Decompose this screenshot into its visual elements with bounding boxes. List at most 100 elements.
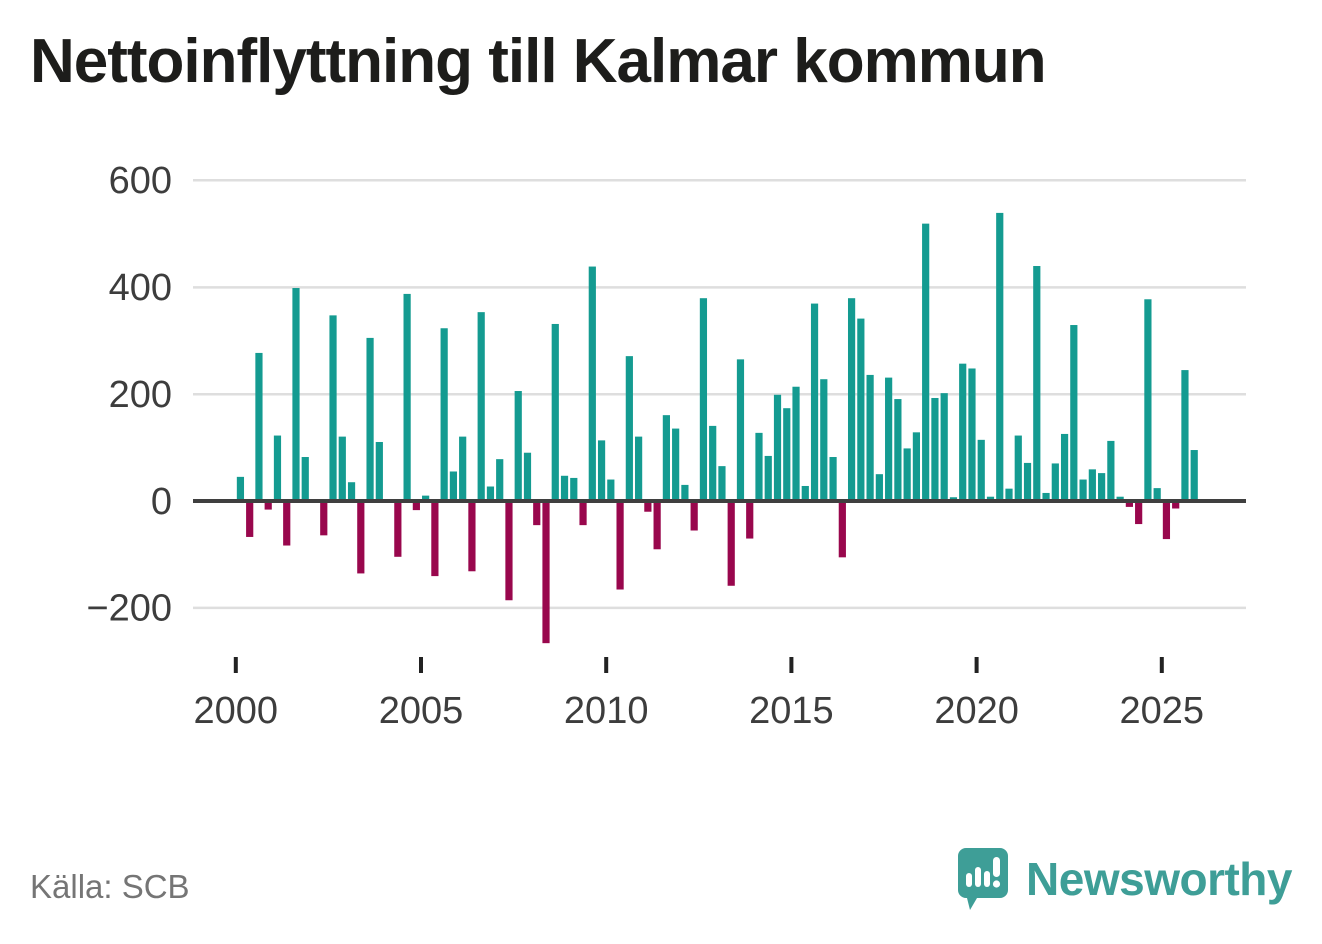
bar — [922, 223, 930, 501]
bar — [236, 476, 245, 501]
bar — [597, 440, 606, 501]
x-axis-labels: 2000 2005 2010 2015 2020 2025 — [194, 690, 1205, 732]
bar — [718, 466, 726, 501]
bar — [551, 323, 559, 501]
bar — [347, 482, 356, 501]
gridlines — [193, 178, 1246, 610]
bar — [1153, 488, 1161, 501]
y-tick-label: 400 — [109, 267, 172, 309]
bar — [699, 298, 708, 501]
bar — [866, 374, 874, 501]
bar — [255, 352, 263, 501]
y-tick-label: 0 — [151, 481, 172, 523]
bar — [1125, 501, 1133, 507]
bar-series — [236, 212, 1198, 644]
newsworthy-branding: Newsworthy — [956, 846, 1292, 912]
logo-bar-chart-glyph — [966, 857, 1001, 888]
bar — [727, 501, 735, 586]
bar — [810, 303, 819, 501]
bar — [1135, 501, 1143, 525]
bar — [588, 266, 596, 501]
bar — [894, 399, 902, 501]
bar — [1116, 496, 1124, 501]
x-tick-label: 2025 — [1120, 690, 1205, 732]
bar — [764, 455, 772, 501]
bar — [357, 501, 365, 574]
bar — [412, 501, 420, 511]
x-tick-label: 2020 — [934, 690, 1019, 732]
x-axis-tick-mark — [974, 657, 979, 673]
bar — [1079, 479, 1087, 501]
bar — [375, 441, 383, 502]
brand-name: Newsworthy — [1026, 853, 1292, 905]
bar — [1181, 370, 1189, 501]
bar — [246, 501, 254, 537]
bar — [496, 459, 504, 501]
page-title: Nettoinflyttning till Kalmar kommun — [30, 27, 1047, 96]
bar — [931, 397, 939, 501]
bar — [1162, 501, 1171, 540]
bar — [709, 425, 717, 501]
bar — [616, 501, 624, 590]
bar — [1033, 266, 1041, 501]
bar — [977, 439, 985, 501]
bar — [264, 501, 272, 510]
bar — [959, 363, 967, 501]
bar — [829, 457, 837, 501]
bar — [273, 435, 282, 501]
bar — [431, 501, 439, 577]
x-axis-tick-mark — [604, 657, 609, 673]
bar — [644, 501, 652, 512]
bar — [801, 485, 809, 501]
bar — [736, 359, 745, 501]
y-tick-label: −200 — [86, 588, 172, 630]
bar — [783, 408, 791, 501]
source-note: Källa: SCB — [30, 868, 190, 905]
bar — [773, 394, 782, 501]
y-axis-labels: 600 400 200 0 −200 — [86, 160, 172, 630]
bar — [1005, 488, 1013, 501]
bar — [468, 501, 476, 572]
bar — [690, 501, 698, 531]
bar — [1014, 435, 1022, 501]
bar — [838, 501, 846, 558]
bar — [875, 474, 883, 501]
bar — [505, 501, 513, 601]
bar — [486, 486, 495, 501]
x-tick-label: 2015 — [749, 690, 834, 732]
x-axis-tick-mark — [1159, 657, 1164, 673]
bar — [422, 495, 430, 501]
bar — [755, 432, 763, 501]
bar — [607, 479, 615, 501]
bar — [1051, 463, 1059, 501]
bar — [329, 315, 337, 501]
x-axis-tick-mark — [233, 657, 238, 673]
bar — [653, 501, 661, 550]
bar — [1042, 492, 1050, 501]
bar — [746, 501, 754, 539]
bar — [514, 391, 522, 501]
bar — [394, 501, 402, 557]
x-axis-tick-mark — [789, 657, 794, 673]
bar — [1023, 462, 1032, 501]
bar — [996, 212, 1004, 501]
bar — [940, 393, 948, 501]
y-tick-label: 200 — [109, 374, 172, 416]
bar — [912, 432, 921, 501]
bar — [857, 318, 865, 501]
bar — [459, 436, 467, 501]
bar — [792, 386, 800, 501]
bar — [847, 298, 856, 501]
bar — [1107, 440, 1115, 501]
bar — [440, 328, 448, 501]
bar — [570, 477, 578, 501]
bar — [672, 428, 680, 501]
bar — [579, 501, 587, 526]
bar — [338, 436, 346, 501]
x-tick-label: 2010 — [564, 690, 649, 732]
bar — [1088, 469, 1096, 501]
bar — [681, 484, 689, 501]
bar — [449, 471, 458, 501]
